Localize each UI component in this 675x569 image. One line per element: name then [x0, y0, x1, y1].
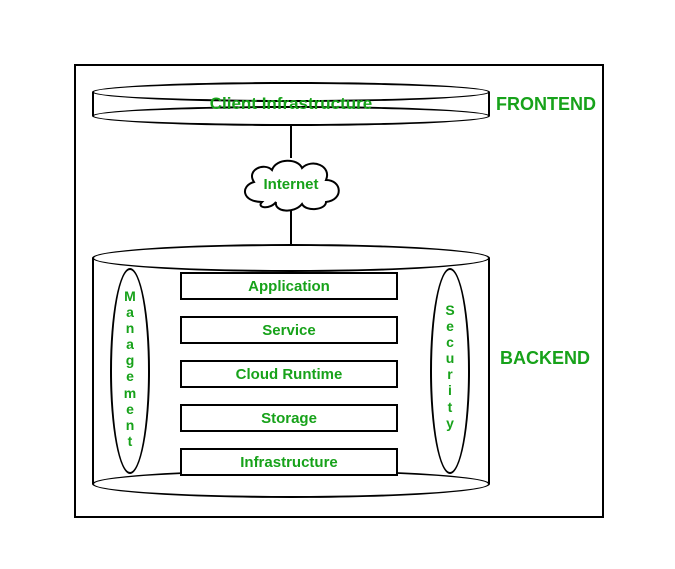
char: n: [126, 320, 135, 336]
stack-box-cloud-runtime: Cloud Runtime: [180, 360, 398, 388]
stack-box-storage: Storage: [180, 404, 398, 432]
client-infrastructure-cylinder: Client Infrastructure: [92, 82, 490, 126]
char: a: [126, 304, 134, 320]
char: a: [126, 336, 134, 352]
internet-label: Internet: [232, 176, 350, 193]
char: e: [446, 318, 454, 334]
char: m: [124, 385, 136, 401]
security-label: S e c u r i t y: [443, 302, 457, 431]
char: M: [124, 288, 136, 304]
frontend-label: FRONTEND: [496, 94, 596, 115]
management-label: M a n a g e m e n t: [123, 288, 137, 449]
client-infrastructure-label: Client Infrastructure: [92, 94, 490, 114]
stack-box-infrastructure: Infrastructure: [180, 448, 398, 476]
char: c: [446, 334, 454, 350]
char: S: [445, 302, 454, 318]
char: u: [446, 350, 455, 366]
char: r: [447, 366, 452, 382]
char: e: [126, 401, 134, 417]
char: i: [448, 382, 452, 398]
stack-box-service: Service: [180, 316, 398, 344]
char: t: [128, 433, 133, 449]
char: n: [126, 417, 135, 433]
backend-label: BACKEND: [500, 348, 590, 369]
stack-box-application: Application: [180, 272, 398, 300]
char: y: [446, 415, 454, 431]
char: e: [126, 368, 134, 384]
char: g: [126, 352, 135, 368]
char: t: [448, 399, 453, 415]
